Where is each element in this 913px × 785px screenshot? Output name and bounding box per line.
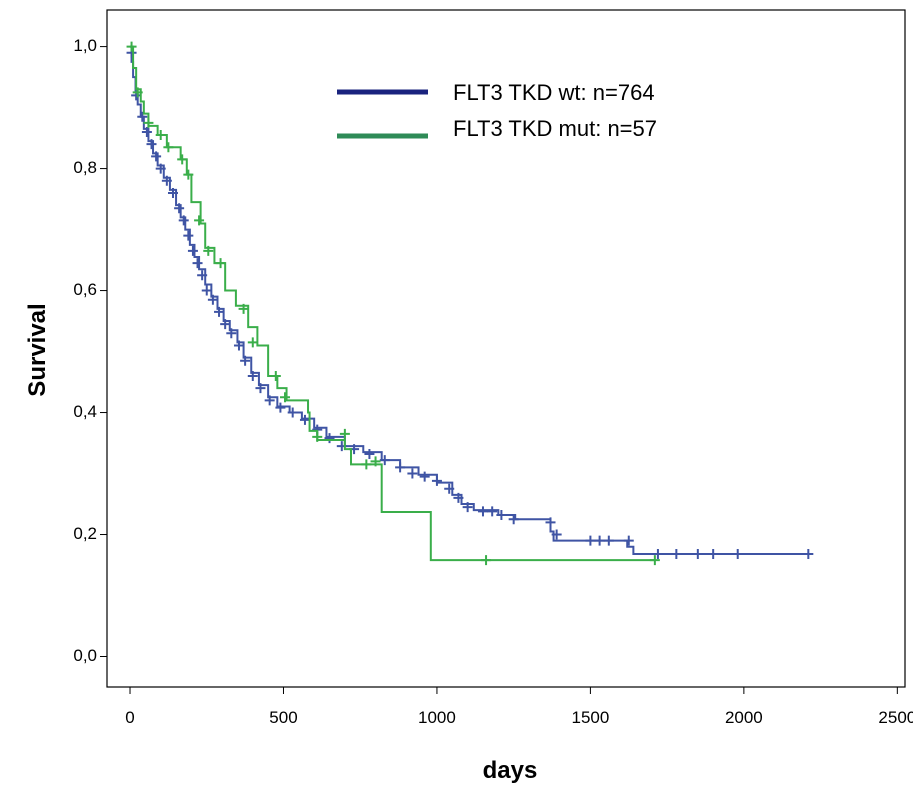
y-tick-label: 0,6 [73, 280, 97, 299]
y-tick-label: 0,4 [73, 402, 97, 421]
censor-mark [126, 41, 137, 52]
censor-mark [203, 245, 214, 256]
censor-mark [240, 355, 251, 366]
censor-mark [137, 111, 148, 122]
censor-mark [247, 370, 258, 381]
censor-mark [151, 151, 162, 162]
legend-label-mut: FLT3 TKD mut: n=57 [453, 116, 657, 141]
x-tick-label: 2000 [725, 708, 763, 727]
y-tick-label: 1,0 [73, 36, 97, 55]
censor-mark [361, 459, 372, 470]
censor-mark [585, 535, 596, 546]
plot-frame [106, 9, 906, 688]
censor-mark [155, 163, 166, 174]
legend-label-wt: FLT3 TKD wt: n=764 [453, 80, 655, 105]
x-tick-label: 0 [125, 708, 134, 727]
censor-mark [649, 555, 660, 566]
censor-mark [732, 549, 743, 560]
censor-mark [233, 340, 244, 351]
censor-mark [299, 414, 310, 425]
censor-mark [192, 258, 203, 269]
censor-mark [692, 549, 703, 560]
censor-mark [226, 328, 237, 339]
censor-mark [238, 303, 249, 314]
censor-mark [395, 462, 406, 473]
censor-mark [370, 456, 381, 467]
censor-mark [155, 130, 166, 141]
x-tick-label: 2500 [878, 708, 913, 727]
censor-mark [324, 433, 335, 444]
censor-mark [161, 175, 172, 186]
censor-mark [132, 87, 143, 98]
censor-mark [177, 154, 188, 165]
censor-mark [194, 215, 205, 226]
censor-mark [594, 535, 605, 546]
censor-mark [339, 428, 350, 439]
censor-mark [419, 471, 430, 482]
censor-mark [379, 455, 390, 466]
censor-mark [183, 169, 194, 180]
censor-mark [551, 529, 562, 540]
censor-mark [803, 549, 814, 560]
censor-mark [453, 492, 464, 503]
censor-mark [431, 475, 442, 486]
y-tick-label: 0,0 [73, 646, 97, 665]
x-tick-label: 500 [269, 708, 297, 727]
x-axis-title: days [483, 757, 538, 784]
censor-mark [671, 549, 682, 560]
censor-mark [545, 517, 556, 528]
censor-mark [481, 555, 492, 566]
censor-mark [255, 383, 266, 394]
censor-mark [207, 294, 218, 305]
y-axis-title: Survival [24, 303, 51, 396]
censor-mark [264, 395, 275, 406]
censor-mark [183, 230, 194, 241]
series-1 [126, 41, 660, 566]
censor-mark [287, 407, 298, 418]
censor-mark [163, 142, 174, 153]
censor-mark [178, 215, 189, 226]
x-tick-label: 1000 [418, 708, 456, 727]
censor-mark [407, 468, 418, 479]
axes: 0,0 0,2 0,4 0,6 0,8 1,0 0 500 1000 1500 2000 2500 [73, 36, 913, 727]
censor-mark [708, 549, 719, 560]
y-tick-label: 0,8 [73, 158, 97, 177]
censor-mark [623, 535, 634, 546]
censor-mark [487, 506, 498, 517]
censor-mark [197, 270, 208, 281]
censor-mark [146, 139, 157, 150]
censor-mark [201, 285, 212, 296]
censor-mark [141, 126, 152, 137]
censor-mark [143, 117, 154, 128]
y-tick-label: 0,2 [73, 524, 97, 543]
survival-curve [130, 45, 809, 556]
censor-mark [312, 431, 323, 442]
series-0 [126, 45, 814, 560]
censor-mark [603, 535, 614, 546]
censor-mark [270, 370, 281, 381]
censor-mark [508, 514, 519, 525]
censor-mark [174, 203, 185, 214]
series-layer [126, 41, 814, 566]
censor-mark [187, 245, 198, 256]
censor-mark [215, 258, 226, 269]
censor-mark [477, 506, 488, 517]
survival-curve [130, 45, 655, 562]
censor-mark [214, 306, 225, 317]
censor-mark [462, 502, 473, 513]
censor-mark [280, 392, 291, 403]
censor-mark [652, 549, 663, 560]
censor-mark [247, 337, 258, 348]
censor-mark [167, 187, 178, 198]
censor-mark [444, 483, 455, 494]
legend: FLT3 TKD wt: n=764 FLT3 TKD mut: n=57 [337, 80, 657, 141]
x-tick-label: 1500 [571, 708, 609, 727]
censor-mark [220, 319, 231, 330]
censor-mark [275, 402, 286, 413]
censor-mark [496, 510, 507, 521]
censor-mark [364, 449, 375, 460]
